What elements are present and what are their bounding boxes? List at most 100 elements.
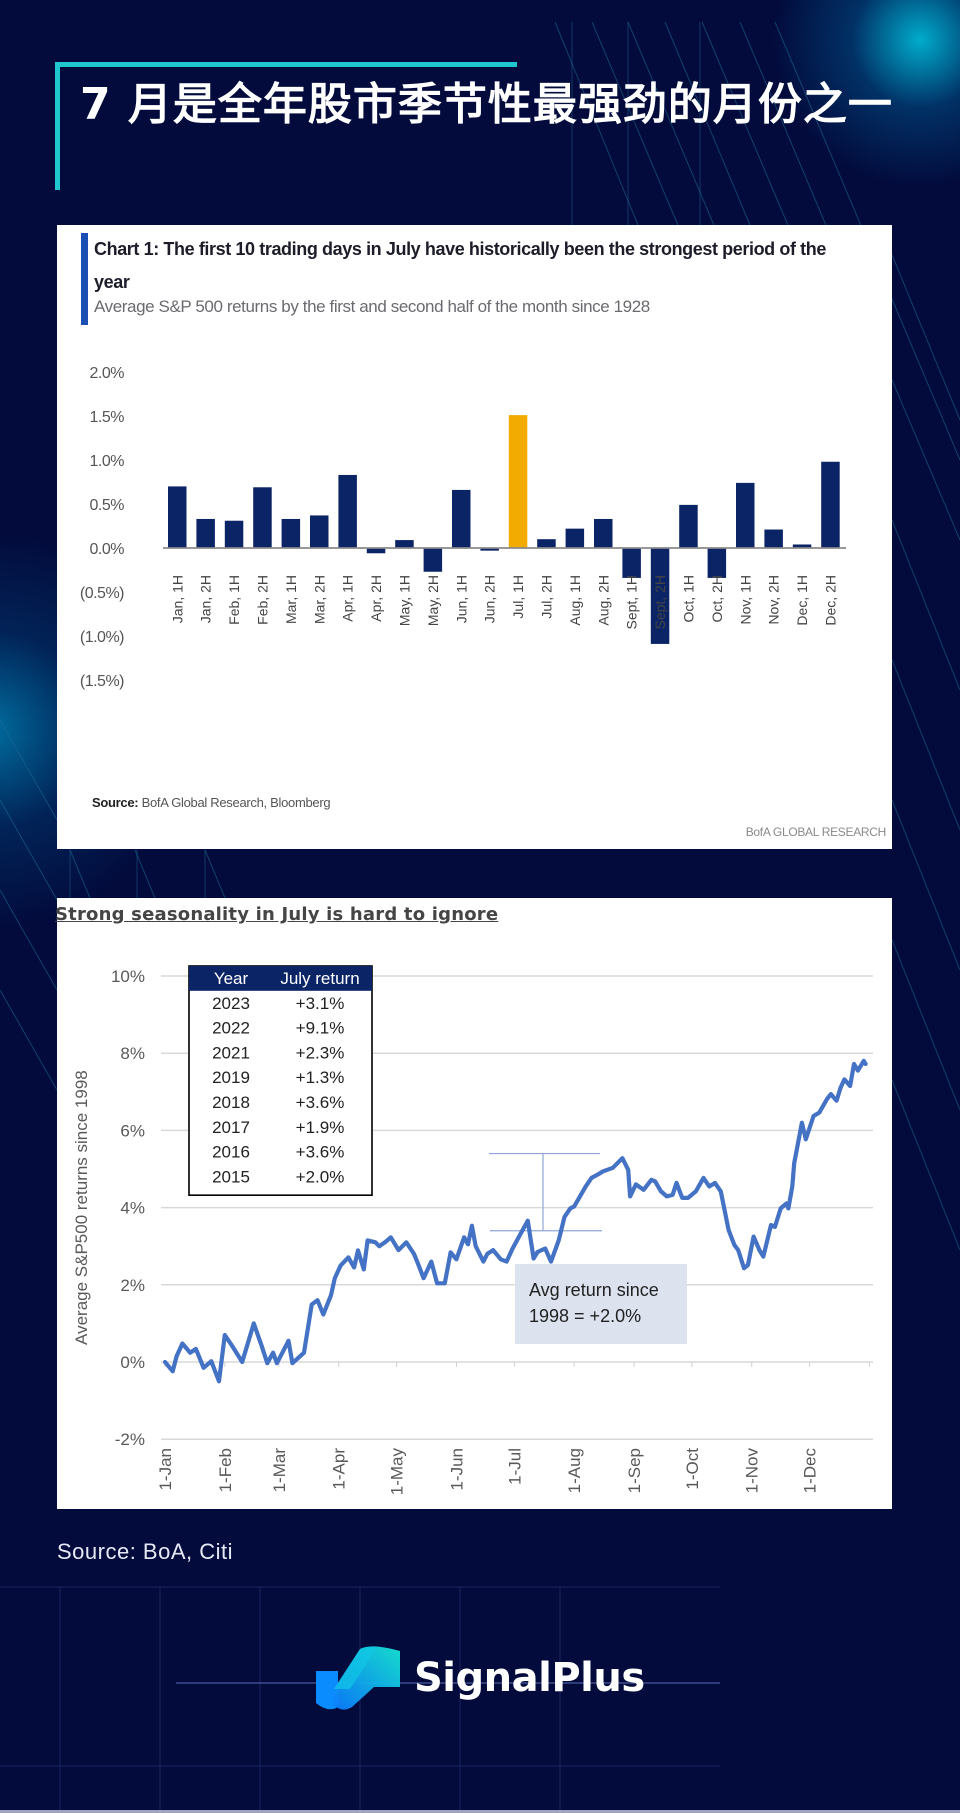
signalplus-logo: SignalPlus: [316, 1645, 645, 1711]
x-tick-label: 1-Apr: [330, 1448, 349, 1490]
x-tick-label: Sept, 1H: [624, 575, 640, 629]
x-tick-label: Apr, 1H: [340, 575, 356, 622]
y-tick-label: 0%: [120, 1353, 145, 1372]
bar-chart-title-line2: year: [94, 272, 130, 292]
bar-chart-source: Source: BofA Global Research, Bloomberg: [92, 795, 331, 810]
x-tick-label: May, 2H: [425, 575, 441, 626]
table-cell-year: 2023: [212, 994, 250, 1013]
annotation-line2: 1998 = +2.0%: [529, 1306, 641, 1326]
table-cell-return: +9.1%: [296, 1019, 345, 1038]
x-tick-label: Jun, 1H: [453, 575, 469, 623]
table-cell-return: +3.6%: [296, 1143, 345, 1162]
x-tick-label: Jul, 2H: [538, 575, 554, 619]
bar: [650, 548, 670, 644]
x-tick-label: Jun, 2H: [482, 575, 498, 623]
line-chart: 10% 8% 6% 4% 2% 0% -2% 1-Jan 1-Feb 1-Mar 1-Apr 1-Ma…: [72, 965, 873, 1496]
bar-chart-subtitle-text: Average S&P 500 returns by the first and…: [94, 297, 650, 316]
background-glow-top-right: [760, 0, 960, 200]
table-cell-year: 2018: [212, 1093, 250, 1112]
line-chart-title: Strong seasonality in July is hard to ig…: [55, 904, 499, 925]
bar: [792, 544, 812, 548]
bar: [679, 504, 698, 548]
x-tick-label: Oct, 1H: [680, 575, 696, 622]
x-tick-label: 1-Mar: [270, 1448, 289, 1493]
series-line: [162, 1058, 868, 1384]
y-tick-label: 1.0%: [90, 453, 125, 470]
y-axis-label: Average S&P500 returns since 1998: [72, 1070, 91, 1345]
table-cell-year: 2016: [212, 1143, 250, 1162]
bar: [310, 515, 329, 548]
bar: [594, 518, 613, 548]
table-cell-return: +2.3%: [296, 1043, 345, 1062]
x-tick-label: Jan, 1H: [169, 575, 185, 623]
x-tick-label: Nov, 2H: [766, 575, 782, 625]
x-tick-label: Nov, 1H: [737, 575, 753, 625]
table-cell-year: 2019: [212, 1068, 250, 1087]
bar: [707, 548, 727, 578]
bar: [821, 461, 840, 548]
footer-source: Source: BoA, Citi: [57, 1539, 234, 1564]
x-tick-label: Oct, 2H: [709, 575, 725, 622]
x-tick-label: 1-Dec: [801, 1448, 820, 1494]
y-tick-label: 2%: [120, 1276, 145, 1295]
bar: [168, 486, 187, 548]
x-tick-label: 1-Sep: [625, 1448, 644, 1493]
x-tick-label: Aug, 2H: [595, 575, 611, 626]
y-tick-label: 0.5%: [90, 497, 125, 514]
table-cell-year: 2015: [212, 1167, 250, 1186]
brand-name: SignalPlus: [414, 1655, 645, 1701]
y-tick-label: (0.5%): [80, 585, 124, 602]
annotation-line1: Avg return since: [529, 1280, 659, 1300]
table-cell-return: +1.9%: [296, 1118, 345, 1137]
source-text: BofA Global Research, Bloomberg: [138, 795, 331, 810]
table-header-return: July return: [280, 969, 359, 988]
y-tick-label: (1.5%): [80, 673, 124, 690]
x-tick-label: 1-Aug: [565, 1448, 584, 1493]
x-tick-label: May, 1H: [396, 575, 412, 626]
x-tick-label: 1-Jul: [505, 1448, 524, 1485]
bar: [565, 528, 585, 548]
y-tick-label: 1.5%: [90, 409, 125, 426]
table-cell-return: +3.1%: [296, 994, 345, 1013]
table-cell-return: +2.0%: [296, 1167, 345, 1186]
bar: [253, 487, 272, 548]
y-tick-label: 8%: [120, 1044, 145, 1063]
x-tick-label: Mar, 1H: [283, 575, 299, 624]
bar: [508, 415, 528, 548]
table-cell-year: 2021: [212, 1043, 250, 1062]
returns-table-header: [189, 966, 372, 991]
table-cell-return: +1.3%: [296, 1068, 345, 1087]
x-tick-label: 1-May: [388, 1448, 407, 1496]
table-cell-year: 2017: [212, 1118, 250, 1137]
bar-chart-panel: Chart 1: The first 10 trading days in Ju…: [57, 225, 892, 849]
x-tick-label: 1-Oct: [683, 1448, 702, 1490]
title-frame: [55, 62, 517, 190]
signalplus-logo-icon: [316, 1646, 400, 1710]
x-tick-label: Dec, 1H: [794, 575, 810, 626]
bar-chart: 2.0% 1.5% 1.0% 0.5% 0.0% (0.5%) (1.0%) (1.5%) Ja…: [80, 365, 846, 690]
x-tick-label: Aug, 1H: [567, 575, 583, 626]
y-tick-label: 2.0%: [90, 365, 125, 382]
x-tick-label: 1-Nov: [743, 1448, 762, 1494]
bar: [622, 548, 641, 578]
bar-chart-title: Chart 1: The first 10 trading days in Ju…: [94, 233, 894, 299]
bar: [764, 529, 783, 548]
x-tick-label: Mar, 2H: [311, 575, 327, 624]
table-header-year: Year: [214, 969, 249, 988]
x-tick-label: 1-Jan: [156, 1448, 175, 1491]
x-tick-label: Apr, 2H: [368, 575, 384, 622]
title-accent-bar: [81, 233, 88, 325]
bar: [224, 520, 244, 548]
y-tick-label: 10%: [111, 967, 145, 986]
y-tick-label: 0.0%: [90, 541, 125, 558]
table-cell-return: +3.6%: [296, 1093, 345, 1112]
table-cell-year: 2022: [212, 1019, 250, 1038]
x-tick-label: Jan, 2H: [198, 575, 214, 623]
x-tick-label: 1-Feb: [216, 1448, 235, 1492]
y-tick-label: 6%: [120, 1121, 145, 1140]
returns-table: [188, 965, 373, 1196]
bofa-brand: BofA GLOBAL RESEARCH: [745, 825, 887, 839]
bar-chart-title-line1: Chart 1: The first 10 trading days in Ju…: [94, 239, 826, 259]
line-chart-panel: Strong seasonality in July is hard to ig…: [55, 898, 892, 1509]
y-tick-label: (1.0%): [80, 629, 124, 646]
